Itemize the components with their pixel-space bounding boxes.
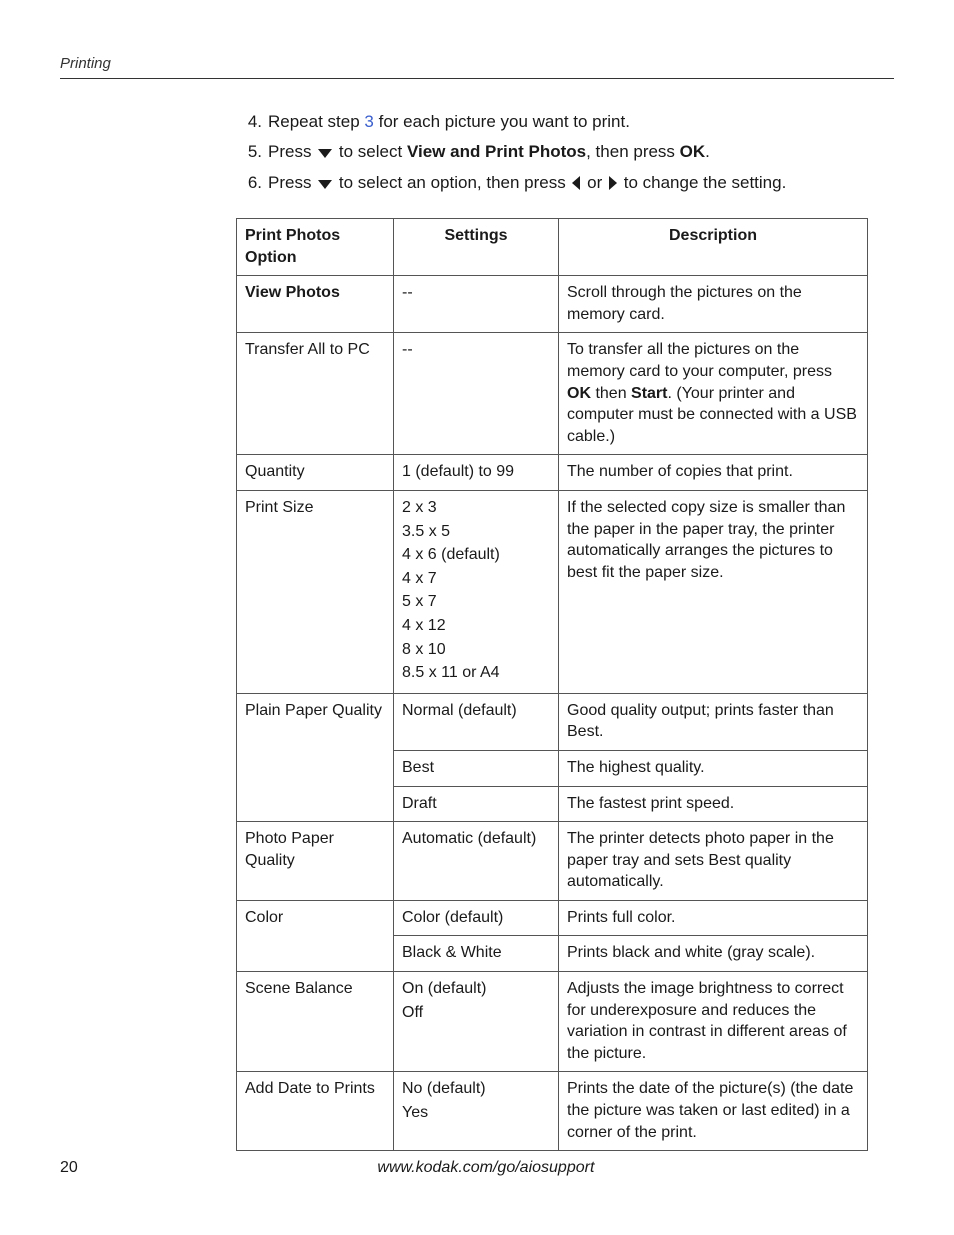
- table-row: View Photos -- Scroll through the pictur…: [237, 276, 868, 333]
- text: for each picture you want to print.: [374, 112, 630, 131]
- cell-settings: Normal (default): [394, 693, 559, 750]
- step-link[interactable]: 3: [364, 112, 373, 131]
- text: .: [705, 142, 710, 161]
- text: to select an option, then press: [334, 173, 570, 192]
- step-number: 5.: [240, 139, 262, 165]
- setting-line: 2 x 3: [402, 497, 550, 519]
- step-number: 6.: [240, 170, 262, 196]
- cell-option: Print Size: [237, 490, 394, 693]
- page: Printing 4. Repeat step 3 for each pictu…: [0, 0, 954, 1235]
- setting-line: 4 x 6 (default): [402, 544, 550, 566]
- text: or: [582, 173, 607, 192]
- left-arrow-icon: [572, 176, 580, 190]
- page-footer: 20 www.kodak.com/go/aiosupport: [60, 1159, 894, 1177]
- cell-settings: 1 (default) to 99: [394, 455, 559, 491]
- page-number: 20: [60, 1159, 78, 1177]
- cell-description: Adjusts the image brightness to correct …: [559, 972, 868, 1072]
- running-header: Printing: [60, 55, 894, 78]
- cell-option: Scene Balance: [237, 972, 394, 1072]
- step-body: Repeat step 3 for each picture you want …: [268, 109, 854, 135]
- cell-settings: Automatic (default): [394, 822, 559, 901]
- cell-description: Scroll through the pictures on the memor…: [559, 276, 868, 333]
- print-photos-options-table: Print Photos Option Settings Description…: [236, 218, 868, 1151]
- col-header-settings: Settings: [394, 219, 559, 276]
- cell-settings: --: [394, 276, 559, 333]
- step-6: 6. Press to select an option, then press…: [240, 170, 854, 196]
- option-label: View Photos: [245, 284, 340, 301]
- col-header-description: Description: [559, 219, 868, 276]
- cell-description: The number of copies that print.: [559, 455, 868, 491]
- cell-description: The printer detects photo paper in the p…: [559, 822, 868, 901]
- cell-description: Prints full color.: [559, 900, 868, 936]
- bold-text: Start: [631, 385, 667, 402]
- setting-line: 4 x 12: [402, 615, 550, 637]
- cell-option: Add Date to Prints: [237, 1072, 394, 1151]
- text: Repeat step: [268, 112, 364, 131]
- cell-description: The fastest print speed.: [559, 786, 868, 822]
- cell-option: View Photos: [237, 276, 394, 333]
- table-row: Add Date to Prints No (default) Yes Prin…: [237, 1072, 868, 1151]
- bold-text: View and Print Photos: [407, 142, 586, 161]
- setting-line: 4 x 7: [402, 568, 550, 590]
- cell-settings: --: [394, 333, 559, 455]
- cell-description: The highest quality.: [559, 750, 868, 786]
- cell-settings: Best: [394, 750, 559, 786]
- table-header-row: Print Photos Option Settings Description: [237, 219, 868, 276]
- table-row: Color Color (default) Prints full color.: [237, 900, 868, 936]
- cell-settings: On (default) Off: [394, 972, 559, 1072]
- cell-settings: Draft: [394, 786, 559, 822]
- bold-text: OK: [680, 142, 706, 161]
- setting-line: On (default): [402, 978, 550, 1000]
- cell-settings: 2 x 3 3.5 x 5 4 x 6 (default) 4 x 7 5 x …: [394, 490, 559, 693]
- text: , then press: [586, 142, 680, 161]
- cell-description: Prints the date of the picture(s) (the d…: [559, 1072, 868, 1151]
- bold-text: OK: [567, 385, 591, 402]
- cell-description: If the selected copy size is smaller tha…: [559, 490, 868, 693]
- step-body: Press to select View and Print Photos, t…: [268, 139, 854, 165]
- table-body: View Photos -- Scroll through the pictur…: [237, 276, 868, 1151]
- cell-settings: Color (default): [394, 900, 559, 936]
- setting-line: 8 x 10: [402, 639, 550, 661]
- setting-line: Off: [402, 1002, 550, 1024]
- down-arrow-icon: [318, 149, 332, 158]
- col-header-option: Print Photos Option: [237, 219, 394, 276]
- footer-url: www.kodak.com/go/aiosupport: [60, 1159, 894, 1177]
- table-row: Photo Paper Quality Automatic (default) …: [237, 822, 868, 901]
- steps-list: 4. Repeat step 3 for each picture you wa…: [240, 109, 854, 196]
- text: Press: [268, 142, 316, 161]
- setting-line: 8.5 x 11 or A4: [402, 662, 550, 684]
- text: then: [591, 385, 631, 402]
- setting-line: 3.5 x 5: [402, 521, 550, 543]
- step-5: 5. Press to select View and Print Photos…: [240, 139, 854, 165]
- cell-option: Plain Paper Quality: [237, 693, 394, 821]
- setting-line: 5 x 7: [402, 591, 550, 613]
- step-body: Press to select an option, then press or…: [268, 170, 854, 196]
- cell-description: Good quality output; prints faster than …: [559, 693, 868, 750]
- setting-line: No (default): [402, 1078, 550, 1100]
- table-row: Plain Paper Quality Normal (default) Goo…: [237, 693, 868, 750]
- setting-line: Yes: [402, 1102, 550, 1124]
- step-number: 4.: [240, 109, 262, 135]
- text: to change the setting.: [619, 173, 786, 192]
- table-row: Print Size 2 x 3 3.5 x 5 4 x 6 (default)…: [237, 490, 868, 693]
- header-rule: [60, 78, 894, 79]
- table-row: Transfer All to PC -- To transfer all th…: [237, 333, 868, 455]
- text: Press: [268, 173, 316, 192]
- step-4: 4. Repeat step 3 for each picture you wa…: [240, 109, 854, 135]
- table-row: Scene Balance On (default) Off Adjusts t…: [237, 972, 868, 1072]
- right-arrow-icon: [609, 176, 617, 190]
- cell-settings: Black & White: [394, 936, 559, 972]
- text: To transfer all the pictures on the memo…: [567, 341, 832, 380]
- cell-option: Quantity: [237, 455, 394, 491]
- cell-option: Color: [237, 900, 394, 971]
- cell-description: Prints black and white (gray scale).: [559, 936, 868, 972]
- cell-option: Photo Paper Quality: [237, 822, 394, 901]
- cell-description: To transfer all the pictures on the memo…: [559, 333, 868, 455]
- text: to select: [334, 142, 407, 161]
- table-row: Quantity 1 (default) to 99 The number of…: [237, 455, 868, 491]
- cell-option: Transfer All to PC: [237, 333, 394, 455]
- cell-settings: No (default) Yes: [394, 1072, 559, 1151]
- down-arrow-icon: [318, 180, 332, 189]
